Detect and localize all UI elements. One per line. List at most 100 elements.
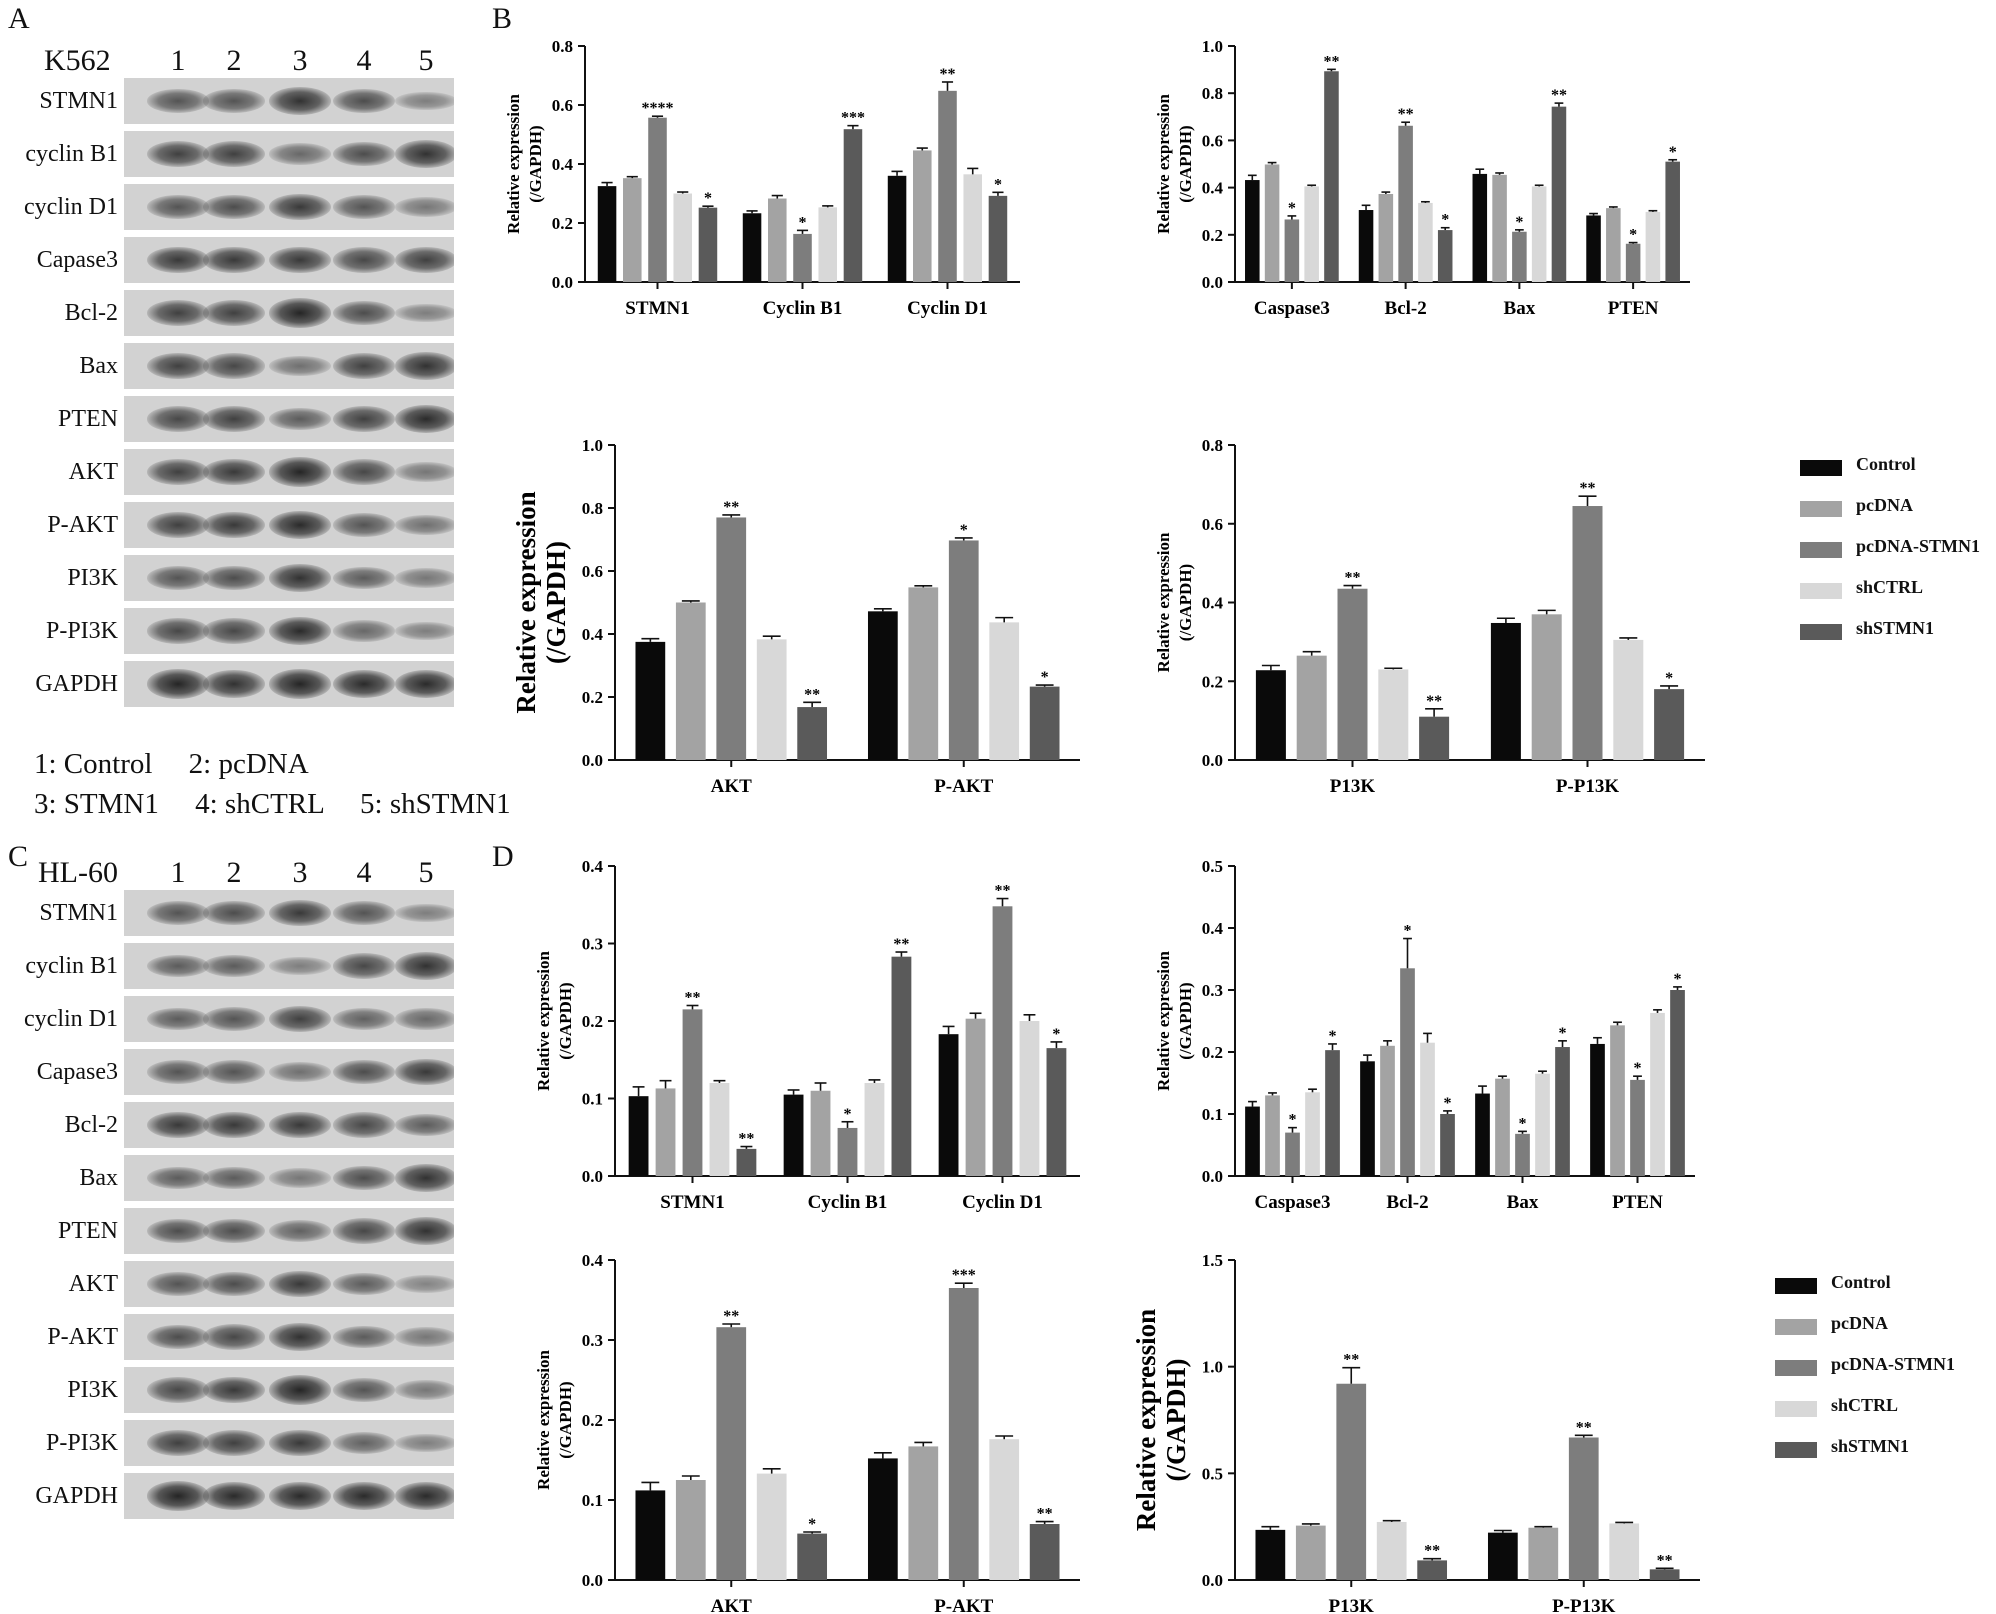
y-axis-label-part: (/GAPDH) xyxy=(1176,125,1195,202)
x-tick-label: Caspase3 xyxy=(1254,1192,1330,1213)
bar xyxy=(938,90,957,282)
significance-marker: * xyxy=(1665,670,1673,687)
y-axis-label-part: Relative expression xyxy=(534,1349,553,1489)
bar xyxy=(698,207,718,282)
bar xyxy=(597,186,617,282)
blot-band xyxy=(147,954,209,978)
blot-row-label: Capase3 xyxy=(36,247,118,273)
bar xyxy=(1586,215,1601,282)
blot-strip xyxy=(124,78,454,124)
bar xyxy=(1625,243,1641,282)
bar xyxy=(648,117,667,282)
blot-band xyxy=(395,1481,454,1511)
lane-number-1: 1 xyxy=(170,44,186,77)
bar xyxy=(1572,506,1603,760)
blot-band xyxy=(395,568,454,588)
lane-number-2: 2 xyxy=(226,44,242,77)
y-tick-label: 0.3 xyxy=(1202,981,1223,1000)
bar xyxy=(1515,1133,1530,1176)
y-tick-label: 0.6 xyxy=(1202,131,1223,150)
significance-marker: * xyxy=(1404,923,1412,940)
bar xyxy=(1610,1025,1625,1176)
significance-marker: * xyxy=(1052,1026,1060,1043)
bar xyxy=(1019,1021,1040,1176)
blot-row-label: P-AKT xyxy=(47,1324,118,1350)
legend-swatch xyxy=(1775,1442,1817,1458)
bar xyxy=(837,1127,858,1176)
blot-row: PTEN xyxy=(0,396,470,442)
blot-band xyxy=(333,953,395,979)
bar xyxy=(709,1083,730,1176)
significance-marker: ** xyxy=(1323,53,1339,70)
legend-label: shSTMN1 xyxy=(1831,1436,1910,1456)
blot-band xyxy=(333,1432,395,1454)
blot-band xyxy=(333,1272,395,1296)
bar xyxy=(1360,1061,1375,1176)
blot-strip xyxy=(124,943,454,989)
significance-marker: * xyxy=(960,522,968,539)
bar xyxy=(635,1490,666,1580)
x-tick-label: P-P13K xyxy=(1556,776,1620,797)
blot-band xyxy=(203,300,265,326)
blot-band xyxy=(147,1218,209,1244)
blot-band xyxy=(395,247,454,273)
legend-swatch xyxy=(1775,1360,1817,1376)
blot-band xyxy=(333,353,395,379)
blot-band xyxy=(203,565,265,591)
legend-label: shSTMN1 xyxy=(1856,618,1935,638)
significance-marker: * xyxy=(1444,1095,1452,1112)
bar xyxy=(1378,193,1394,282)
y-tick-label: 0.4 xyxy=(1202,179,1224,198)
blot-strip xyxy=(124,1314,454,1360)
blot-row: P-PI3K xyxy=(0,608,470,654)
blot-row-label: Bcl-2 xyxy=(64,300,118,326)
y-tick-label: 1.5 xyxy=(1202,1251,1223,1270)
legend-item: shCTRL xyxy=(1775,1393,1995,1423)
legend-swatch xyxy=(1775,1401,1817,1417)
blot-band xyxy=(333,141,395,167)
significance-marker: * xyxy=(1441,212,1449,229)
blot-band xyxy=(147,669,209,699)
blot-band xyxy=(203,511,265,539)
bar xyxy=(938,1034,959,1176)
y-tick-label: 0.2 xyxy=(1202,1043,1223,1062)
x-tick-label: P13K xyxy=(1330,776,1376,797)
x-tick-label: P-AKT xyxy=(934,1596,993,1614)
blot-band xyxy=(147,1166,209,1190)
blot-row-label: P-PI3K xyxy=(45,1430,118,1456)
legend-swatch xyxy=(1775,1319,1817,1335)
blot-row: STMN1 xyxy=(0,890,470,936)
y-axis-label-line-1: Relative expression xyxy=(511,491,541,713)
blot-strip xyxy=(124,1155,454,1201)
blot-band xyxy=(333,88,395,114)
blot-band xyxy=(333,1112,395,1138)
lane-number-1: 1 xyxy=(170,856,186,889)
significance-marker: ** xyxy=(1657,1552,1673,1569)
x-tick-label: Cyclin B1 xyxy=(763,298,843,319)
bar xyxy=(783,1094,804,1176)
bar xyxy=(963,174,982,282)
y-tick-label: 0.0 xyxy=(1202,273,1223,292)
y-tick-label: 0.0 xyxy=(1202,1571,1223,1590)
blot-band xyxy=(203,670,265,698)
blot-row: cyclin D1 xyxy=(0,184,470,230)
legend-label: shCTRL xyxy=(1831,1395,1899,1415)
blot-band xyxy=(269,669,331,699)
lane-number-2: 2 xyxy=(226,856,242,889)
bar xyxy=(756,1473,787,1580)
bar xyxy=(655,1088,676,1176)
blot-strip xyxy=(124,1102,454,1148)
bar xyxy=(1264,164,1280,282)
blot-band xyxy=(269,1270,331,1298)
blot-row-label: P-AKT xyxy=(47,512,118,538)
significance-marker: ** xyxy=(685,990,701,1007)
significance-marker: ** xyxy=(995,883,1011,900)
bar xyxy=(1046,1048,1067,1176)
y-tick-label: 0.2 xyxy=(582,1411,603,1430)
bar xyxy=(908,587,939,760)
blot-row: cyclin B1 xyxy=(0,131,470,177)
bar xyxy=(1378,669,1409,760)
blot-row: GAPDH xyxy=(0,661,470,707)
y-axis-label-part: Relative expression xyxy=(504,93,523,233)
x-tick-label: STMN1 xyxy=(625,298,689,319)
